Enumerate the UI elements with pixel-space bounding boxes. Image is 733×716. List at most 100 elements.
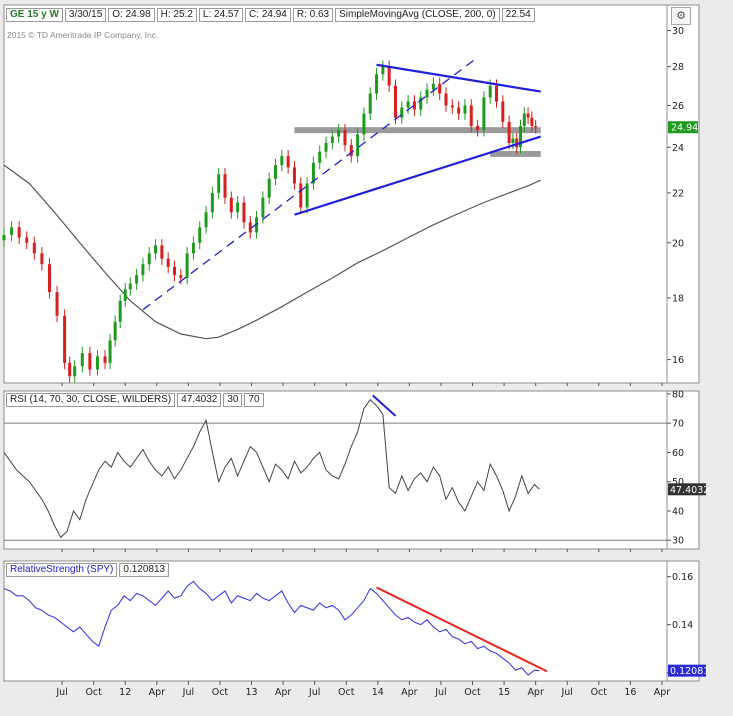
candle-body <box>425 89 429 98</box>
candle-body <box>450 105 454 108</box>
candle-body <box>128 283 132 290</box>
open-label: O: 24.98 <box>108 8 155 22</box>
candle-body <box>356 134 360 157</box>
candle-body <box>118 300 122 322</box>
price-tick-label: 18 <box>672 293 684 304</box>
candle-body <box>419 97 423 110</box>
candle-body <box>248 222 252 233</box>
candle-body <box>431 83 435 90</box>
price-tick-label: 16 <box>672 355 684 366</box>
candle-body <box>108 340 112 363</box>
rsi-label[interactable]: RSI (14, 70, 30, CLOSE, WILDERS) <box>6 393 176 407</box>
rsi-tick-label: 80 <box>672 389 684 400</box>
rsi-upper: 30 <box>223 393 243 407</box>
trendline <box>142 56 478 311</box>
candle-body <box>154 245 158 254</box>
candle-body <box>511 138 515 143</box>
rs-line <box>3 580 540 676</box>
rsi-line <box>3 399 540 539</box>
rsi-value: 47.4032 <box>177 393 222 407</box>
x-tick-label: 12 <box>119 687 131 698</box>
candle-body <box>255 217 259 233</box>
candle-body <box>17 227 21 238</box>
candle-body <box>375 74 379 94</box>
candle-body <box>204 212 208 228</box>
study-label[interactable]: SimpleMovingAvg (CLOSE, 200, 0) <box>335 8 500 22</box>
candle-body <box>299 183 303 208</box>
x-tick-label: 15 <box>498 687 510 698</box>
candle-body <box>95 356 99 370</box>
candle-body <box>387 66 391 86</box>
candle-body <box>47 264 51 293</box>
price-tick-label: 26 <box>672 101 684 112</box>
candle-body <box>488 85 492 98</box>
rs-value-label: 0.12081 <box>670 666 709 677</box>
candle-body <box>103 356 107 363</box>
study-value: 22.54 <box>501 8 535 22</box>
candle-body <box>198 227 202 243</box>
copyright: 2015 © TD Ameritrade IP Company, Inc. <box>7 30 159 40</box>
rsi-tick-label: 50 <box>672 477 684 488</box>
x-tick-label: Apr <box>401 687 418 698</box>
rsi-trendline <box>372 394 397 417</box>
rsi-tick-label: 30 <box>672 536 684 547</box>
close-label: C: 24.94 <box>245 8 291 22</box>
candle-body <box>223 174 227 198</box>
candle-body <box>530 117 534 126</box>
chart-settings-icon[interactable]: ⚙ <box>671 7 691 25</box>
candle-body <box>160 245 164 259</box>
rsi-axis-bg <box>666 390 700 550</box>
range-label: R: 0.63 <box>292 8 334 22</box>
candle-body <box>172 266 176 276</box>
rs-tick-label: 0.14 <box>672 620 693 631</box>
rs-tick-label: 0.16 <box>672 572 693 583</box>
candle-body <box>507 121 511 143</box>
x-tick-label: Apr <box>149 687 166 698</box>
trendline <box>294 135 542 216</box>
candle-body <box>463 105 467 114</box>
x-tick-label: Oct <box>85 687 102 698</box>
candle-body <box>141 264 145 276</box>
candle-body <box>343 130 347 146</box>
candle-body <box>68 362 72 377</box>
candle-body <box>519 125 523 148</box>
candle-body <box>495 85 499 102</box>
candle-body <box>381 66 385 75</box>
rsi-lower: 70 <box>244 393 264 407</box>
price-tick-label: 28 <box>672 62 684 73</box>
price-tick-label: 20 <box>672 238 684 249</box>
candle-body <box>135 275 139 284</box>
rsi-tick-label: 40 <box>672 506 684 517</box>
candle-body <box>412 101 416 110</box>
candle-body <box>40 253 44 265</box>
candle-body <box>457 107 461 114</box>
candle-body <box>25 237 29 243</box>
candle-body <box>280 156 284 166</box>
price-axis-bg <box>666 4 700 384</box>
candle-body <box>349 145 353 157</box>
x-tick-label: Oct <box>591 687 608 698</box>
trendline <box>376 63 541 93</box>
rsi-tick-label: 70 <box>672 419 684 430</box>
candle-body <box>534 125 538 128</box>
x-tick-label: 16 <box>624 687 636 698</box>
candle-body <box>476 125 480 131</box>
symbol-label[interactable]: GE 15 y W <box>6 8 63 22</box>
candle-body <box>242 202 246 223</box>
candle-body <box>88 353 92 370</box>
price-tick-label: 24 <box>672 143 684 154</box>
x-tick-label: Apr <box>275 687 292 698</box>
candle-body <box>393 85 397 118</box>
candle-body <box>292 167 296 184</box>
candle-body <box>311 162 315 184</box>
candle-body <box>522 113 526 126</box>
price-tick-label: 30 <box>672 26 684 37</box>
candle-body <box>80 353 84 367</box>
candle-body <box>286 156 290 168</box>
rs-panel <box>3 560 668 682</box>
x-tick-label: Apr <box>654 687 671 698</box>
rsi-value-tag <box>668 483 706 496</box>
candle-body <box>318 151 322 163</box>
rs-trendline <box>376 586 548 673</box>
rs-label[interactable]: RelativeStrength (SPY) <box>6 563 118 577</box>
